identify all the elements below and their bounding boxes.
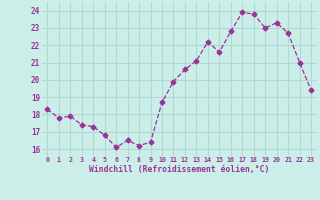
X-axis label: Windchill (Refroidissement éolien,°C): Windchill (Refroidissement éolien,°C) <box>89 165 269 174</box>
